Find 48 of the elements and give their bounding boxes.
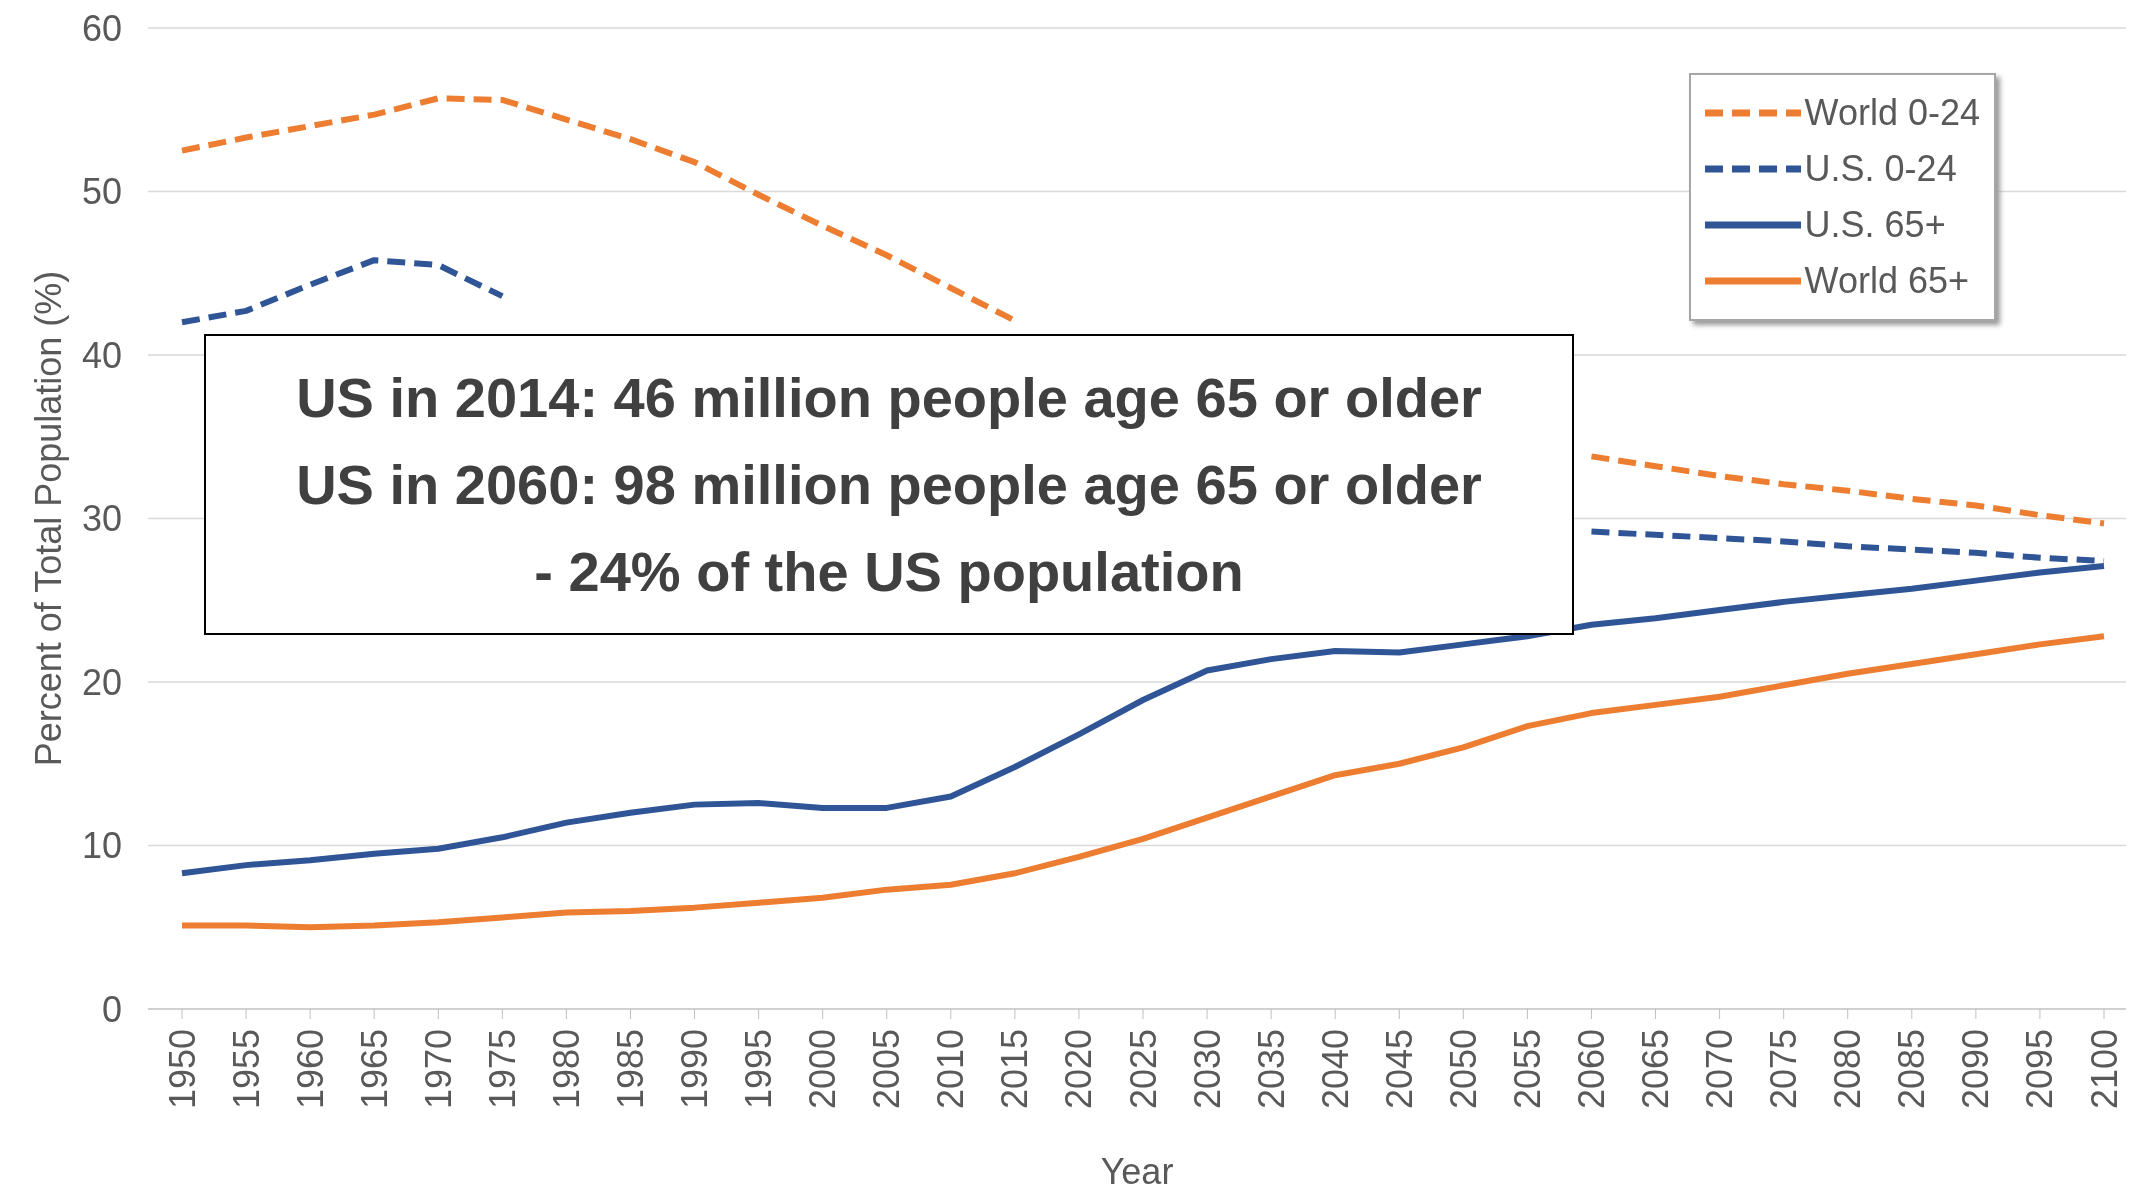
x-tick-label: 2060 bbox=[1570, 1029, 1612, 1110]
x-tick-label: 1985 bbox=[609, 1029, 651, 1110]
x-tick-label: 2005 bbox=[866, 1029, 908, 1110]
x-tick-label: 2010 bbox=[930, 1029, 972, 1110]
x-tick-label: 1950 bbox=[161, 1029, 203, 1110]
x-tick-label: 2035 bbox=[1250, 1029, 1292, 1110]
y-axis-title: Percent of Total Population (%) bbox=[27, 270, 69, 767]
y-tick-label: 10 bbox=[81, 825, 122, 867]
x-tick-label: 2065 bbox=[1635, 1029, 1677, 1110]
x-tick-label: 2020 bbox=[1058, 1029, 1100, 1110]
x-tick-label: 2025 bbox=[1122, 1029, 1164, 1110]
legend-label: World 65+ bbox=[1804, 260, 1970, 302]
x-tick-label: 1970 bbox=[417, 1029, 459, 1110]
x-tick-label: 1990 bbox=[674, 1029, 716, 1110]
x-tick-label: 2100 bbox=[2083, 1029, 2125, 1110]
x-tick-label: 1965 bbox=[353, 1029, 395, 1110]
y-tick-label: 30 bbox=[81, 498, 122, 540]
legend-label: U.S. 65+ bbox=[1804, 204, 1946, 246]
x-tick-label: 2050 bbox=[1442, 1029, 1484, 1110]
x-tick-label: 1955 bbox=[225, 1029, 267, 1110]
x-axis-title: Year bbox=[1100, 1151, 1174, 1192]
legend-label: World 0-24 bbox=[1804, 92, 1980, 134]
annotation: US in 2060: 98 million people age 65 or older bbox=[295, 452, 1483, 518]
legend-label: U.S. 0-24 bbox=[1804, 148, 1957, 190]
annotation: US in 2014: 46 million people age 65 or older bbox=[295, 365, 1483, 431]
x-tick-label: 2070 bbox=[1699, 1029, 1741, 1110]
x-tick-label: 1980 bbox=[545, 1029, 587, 1110]
x-tick-label: 2085 bbox=[1891, 1029, 1933, 1110]
x-tick-label: 2000 bbox=[802, 1029, 844, 1110]
x-tick-label: 1975 bbox=[481, 1029, 523, 1110]
y-tick-label: 40 bbox=[81, 334, 122, 376]
x-tick-label: 2080 bbox=[1827, 1029, 1869, 1110]
x-tick-label: 2095 bbox=[2019, 1029, 2061, 1110]
x-tick-label: 2030 bbox=[1186, 1029, 1228, 1110]
x-tick-label: 2075 bbox=[1763, 1029, 1805, 1110]
y-tick-label: 20 bbox=[81, 661, 122, 703]
x-tick-label: 2045 bbox=[1378, 1029, 1420, 1110]
x-tick-label: 2015 bbox=[994, 1029, 1036, 1110]
y-tick-label: 50 bbox=[81, 171, 122, 213]
x-tick-label: 2040 bbox=[1314, 1029, 1356, 1110]
x-tick-label: 2090 bbox=[1955, 1029, 1997, 1110]
y-tick-label: 60 bbox=[81, 7, 122, 49]
note-box: US in 2014: 46 million people age 65 or older US in 2060: 98 million people age 65 or older - 24% of the US population bbox=[204, 334, 1574, 635]
annotation: - 24% of the US population bbox=[533, 539, 1245, 605]
x-tick-label: 2055 bbox=[1506, 1029, 1548, 1110]
x-tick-label: 1995 bbox=[738, 1029, 780, 1110]
x-tick-label: 1960 bbox=[289, 1029, 331, 1110]
y-tick-label: 0 bbox=[101, 988, 122, 1030]
